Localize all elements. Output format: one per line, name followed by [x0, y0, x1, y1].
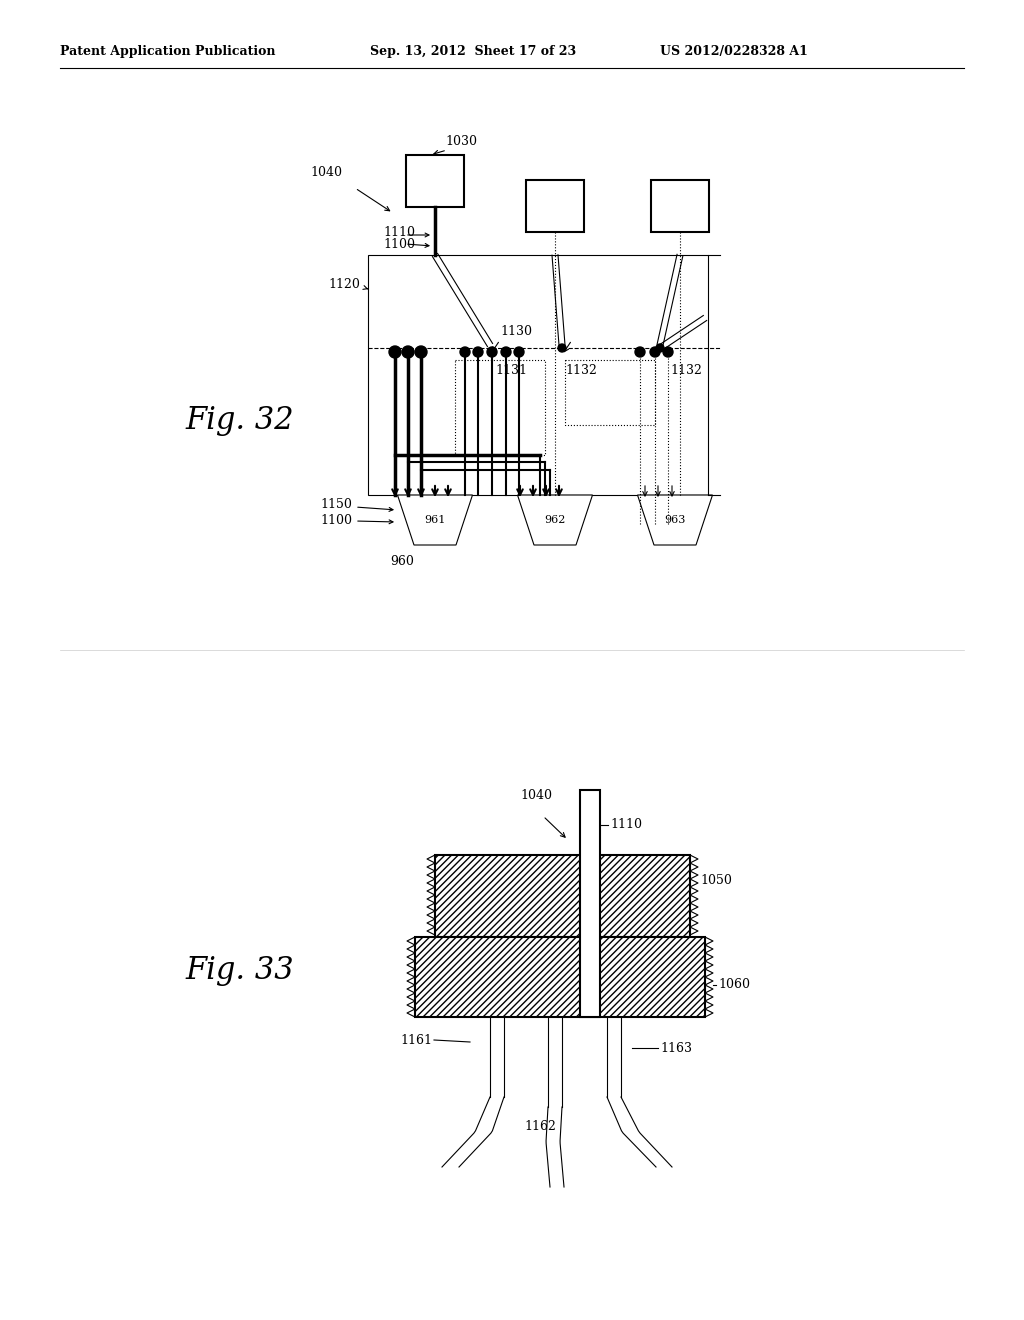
Text: 1120: 1120 [328, 279, 360, 292]
Circle shape [389, 346, 401, 358]
Circle shape [558, 345, 566, 352]
Circle shape [656, 345, 664, 352]
Text: 1100: 1100 [319, 513, 352, 527]
Circle shape [514, 347, 524, 356]
Text: US 2012/0228328 A1: US 2012/0228328 A1 [660, 45, 808, 58]
Bar [651, 180, 709, 232]
Text: 1100: 1100 [383, 238, 415, 251]
Text: 960: 960 [390, 554, 414, 568]
Bar [406, 154, 464, 207]
Circle shape [415, 346, 427, 358]
Polygon shape [397, 495, 472, 545]
Text: 1110: 1110 [383, 226, 415, 239]
Bar [580, 789, 600, 1016]
Bar [435, 855, 690, 937]
Text: 1150: 1150 [321, 499, 352, 511]
Text: 961: 961 [424, 515, 445, 525]
Text: 1130: 1130 [500, 325, 532, 338]
Text: Fig. 33: Fig. 33 [185, 954, 294, 986]
Text: 963: 963 [665, 515, 686, 525]
Polygon shape [517, 495, 593, 545]
Circle shape [460, 347, 470, 356]
Text: 1040: 1040 [520, 789, 552, 803]
Bar [415, 937, 705, 1016]
Circle shape [650, 347, 660, 356]
Bar [368, 255, 708, 495]
Circle shape [473, 347, 483, 356]
Text: Patent Application Publication: Patent Application Publication [60, 45, 275, 58]
Text: 1163: 1163 [660, 1041, 692, 1055]
Polygon shape [638, 495, 713, 545]
Bar [565, 360, 655, 425]
Text: 1131: 1131 [495, 363, 527, 376]
Text: 1161: 1161 [400, 1034, 432, 1047]
Text: Fig. 32: Fig. 32 [185, 404, 294, 436]
Text: 1040: 1040 [310, 165, 342, 178]
Bar [455, 360, 545, 455]
Text: 962: 962 [545, 515, 565, 525]
Bar [435, 855, 690, 937]
Text: 1132: 1132 [670, 363, 701, 376]
Bar [526, 180, 584, 232]
Text: 1132: 1132 [565, 363, 597, 376]
Circle shape [635, 347, 645, 356]
Text: Sep. 13, 2012  Sheet 17 of 23: Sep. 13, 2012 Sheet 17 of 23 [370, 45, 577, 58]
Text: 1162: 1162 [524, 1119, 556, 1133]
Text: 1060: 1060 [718, 978, 750, 991]
Circle shape [402, 346, 414, 358]
Text: 1050: 1050 [700, 874, 732, 887]
Text: 1030: 1030 [445, 135, 477, 148]
Bar [415, 937, 705, 1016]
Text: 1110: 1110 [610, 818, 642, 832]
Circle shape [501, 347, 511, 356]
Circle shape [487, 347, 497, 356]
Circle shape [663, 347, 673, 356]
